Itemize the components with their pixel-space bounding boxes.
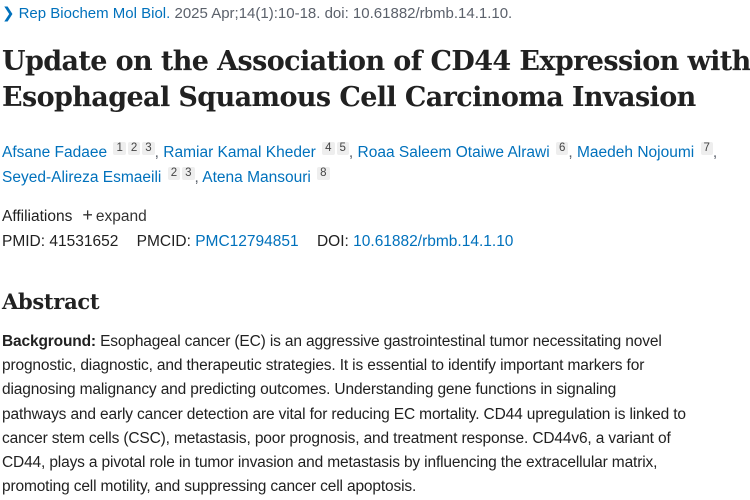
author-link[interactable]: Afsane Fadaee [2,144,108,161]
abstract-heading: Abstract [2,289,100,314]
affiliation-ref[interactable]: 2 [127,142,141,155]
affiliation-ref[interactable]: 3 [142,142,155,155]
affiliation-ref[interactable]: 2 [167,167,181,180]
citation-details: 2025 Apr;14(1):10-18. doi: 10.61882/rbmb… [170,5,513,22]
article-identifiers: PMID: 41531652 PMCID: PMC12794851 DOI: 1… [2,232,513,252]
separator: , [194,169,203,186]
journal-citation: ❯ Rep Biochem Mol Biol. 2025 Apr;14(1):10… [2,4,512,24]
affiliation-ref[interactable]: 3 [182,167,195,180]
affiliation-ref[interactable]: 7 [700,142,713,155]
abstract-line: CD44, plays a pivotal role in tumor inva… [2,454,658,472]
author-link[interactable]: Maedeh Nojoumi [577,144,695,161]
abstract-line: promoting cell motility, and suppressing… [2,478,417,496]
chevron-right-icon[interactable]: ❯ [2,5,15,22]
separator: , [712,144,718,161]
pmid-value: 41531652 [49,233,119,250]
separator: , [154,144,164,161]
separator: , [568,144,577,161]
affiliations-label: Affiliations [2,208,73,225]
author-link[interactable]: Roaa Saleem Otaiwe Alrawi [357,144,550,161]
pmcid-label: PMCID: [136,233,191,250]
journal-link[interactable]: Rep Biochem Mol Biol. [18,5,171,22]
affiliation-ref[interactable]: 6 [555,142,569,155]
plus-icon[interactable]: + [82,205,93,225]
pmid-label: PMID: [2,233,46,250]
author-link[interactable]: Seyed-Alireza Esmaeili [2,169,162,186]
affiliation-ref[interactable]: 4 [322,142,335,155]
doi-link[interactable]: 10.61882/rbmb.14.1.10 [353,233,514,250]
expand-button[interactable]: expand [95,208,147,225]
abstract-line: pathways and early cancer detection are … [2,405,686,423]
abstract-line: cancer stem cells (CSC), metastasis, poo… [2,429,671,447]
abstract-line: prognostic, diagnostic, and therapeutic … [2,357,645,375]
affiliation-ref[interactable]: 8 [317,167,330,180]
title-line-1: Update on the Association of CD44 Expres… [2,46,750,77]
abstract-text: Background: Esophageal cancer (EC) is an… [2,330,750,499]
pmcid-link[interactable]: PMC12794851 [195,233,299,250]
abstract-line: diagnosing malignancy and predicting out… [2,381,617,399]
affiliations-toggle[interactable]: Affiliations + expand [2,205,147,227]
background-label: Background: [2,333,96,350]
page-title: Update on the Association of CD44 Expres… [2,44,750,116]
author-link[interactable]: Atena Mansouri [202,169,311,186]
title-line-2: Esophageal Squamous Cell Carcinoma Invas… [2,82,696,113]
doi-label: DOI: [316,233,349,250]
separator: , [348,144,358,161]
affiliation-ref[interactable]: 1 [113,142,126,155]
affiliation-ref[interactable]: 5 [336,142,349,155]
abstract-line: Esophageal cancer (EC) is an aggressive … [95,333,662,350]
author-link[interactable]: Ramiar Kamal Kheder [163,144,316,161]
